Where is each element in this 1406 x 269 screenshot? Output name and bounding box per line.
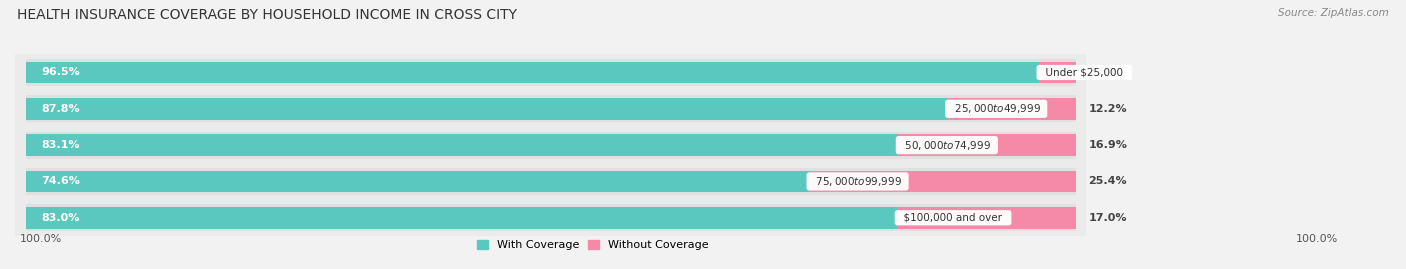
Text: 16.9%: 16.9% [1088, 140, 1128, 150]
Bar [25, 168, 1076, 195]
Text: $75,000 to $99,999: $75,000 to $99,999 [808, 175, 905, 188]
Text: 83.1%: 83.1% [41, 140, 80, 150]
Bar [808, 171, 1076, 192]
Bar [1039, 62, 1076, 83]
Legend: With Coverage, Without Coverage: With Coverage, Without Coverage [477, 239, 709, 250]
Bar [898, 134, 1076, 156]
Bar [25, 207, 897, 229]
Text: 83.0%: 83.0% [41, 213, 80, 223]
Bar [25, 204, 1076, 231]
Bar [25, 95, 1076, 122]
Text: 87.8%: 87.8% [41, 104, 80, 114]
Text: 3.5%: 3.5% [1088, 68, 1119, 77]
Bar [25, 171, 808, 192]
Bar [25, 134, 898, 156]
Text: 100.0%: 100.0% [20, 234, 62, 244]
Bar [15, 200, 1087, 236]
Text: 17.0%: 17.0% [1088, 213, 1128, 223]
Bar [25, 98, 948, 120]
Text: Under $25,000: Under $25,000 [1039, 68, 1129, 77]
Bar [15, 163, 1087, 200]
Bar [25, 59, 1076, 86]
Bar [25, 132, 1076, 159]
Bar [948, 98, 1076, 120]
Text: $25,000 to $49,999: $25,000 to $49,999 [948, 102, 1045, 115]
Text: 74.6%: 74.6% [41, 176, 80, 186]
Text: 96.5%: 96.5% [41, 68, 80, 77]
Text: Source: ZipAtlas.com: Source: ZipAtlas.com [1278, 8, 1389, 18]
Text: $50,000 to $74,999: $50,000 to $74,999 [898, 139, 995, 152]
Text: 100.0%: 100.0% [1296, 234, 1339, 244]
Text: $100,000 and over: $100,000 and over [897, 213, 1010, 223]
Bar [897, 207, 1076, 229]
Text: HEALTH INSURANCE COVERAGE BY HOUSEHOLD INCOME IN CROSS CITY: HEALTH INSURANCE COVERAGE BY HOUSEHOLD I… [17, 8, 517, 22]
Bar [15, 91, 1087, 127]
Bar [15, 127, 1087, 163]
Bar [15, 54, 1087, 91]
Text: 25.4%: 25.4% [1088, 176, 1128, 186]
Text: 12.2%: 12.2% [1088, 104, 1128, 114]
Bar [25, 62, 1039, 83]
